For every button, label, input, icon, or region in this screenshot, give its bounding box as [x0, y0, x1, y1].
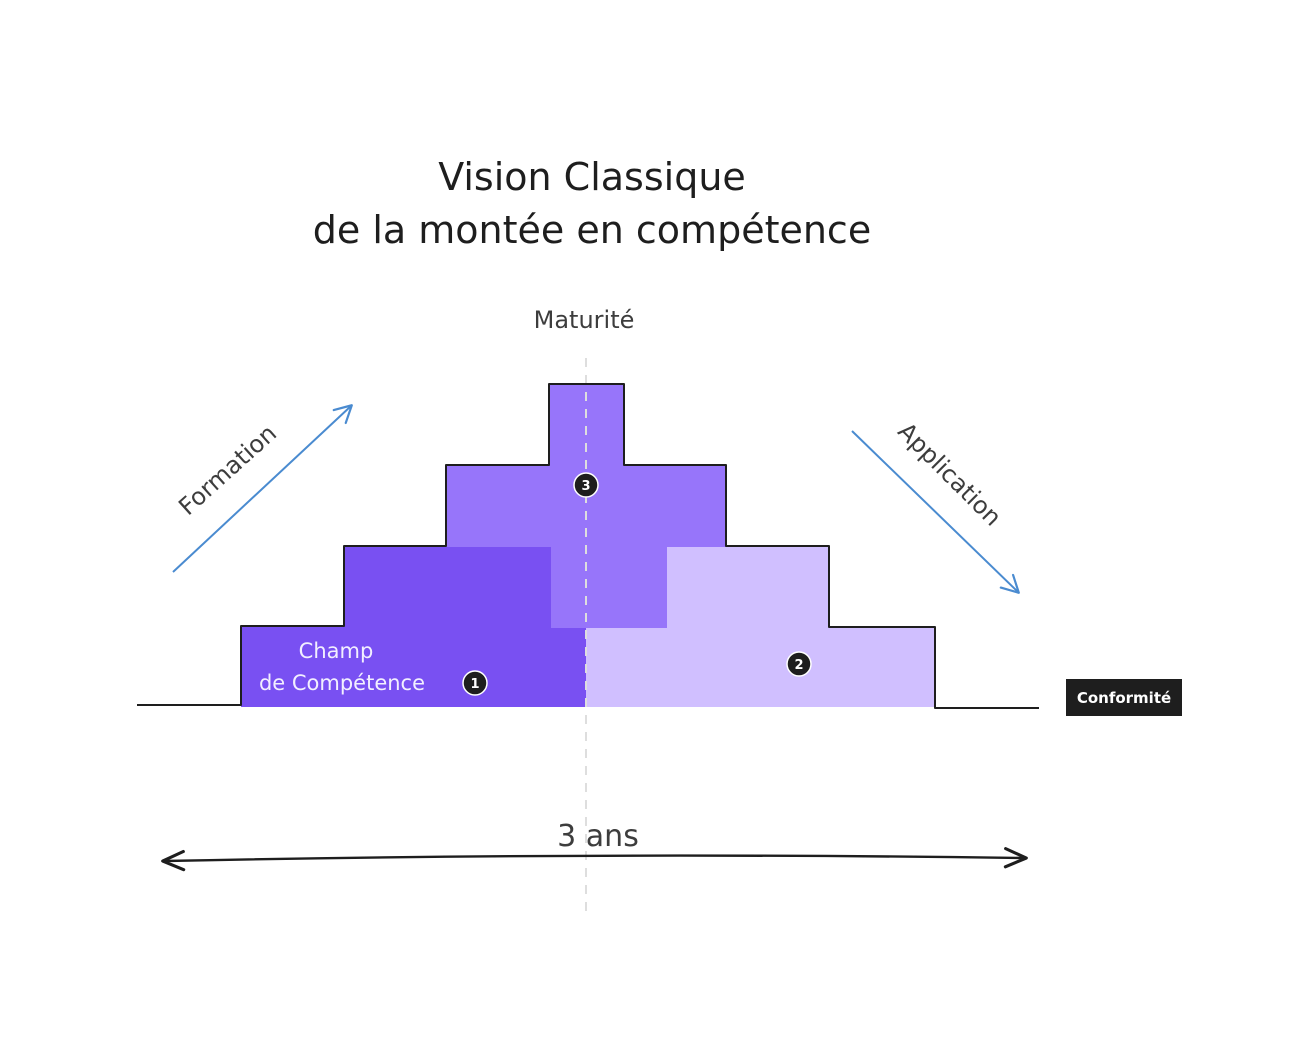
- badge-1-number: 1: [470, 677, 479, 692]
- application-label: Application: [892, 417, 1007, 532]
- badge-3-number: 3: [581, 479, 590, 494]
- badge-3: 3: [573, 472, 599, 498]
- duration-label: 3 ans: [557, 819, 639, 854]
- badge-2: 2: [786, 651, 812, 677]
- zone-1-label-line-1: Champ: [299, 639, 374, 663]
- title-line-1: Vision Classique: [438, 155, 746, 199]
- application-arrow: [851, 430, 1020, 594]
- formation-label: Formation: [173, 419, 282, 521]
- zone-1-label-line-2: de Compétence: [259, 671, 425, 695]
- badge-1: 1: [462, 670, 488, 696]
- title-line-2: de la montée en compétence: [313, 208, 871, 252]
- conformite-tag-label: Conformité: [1077, 689, 1171, 707]
- maturity-axis-label: Maturité: [534, 306, 635, 334]
- badge-2-number: 2: [794, 658, 803, 673]
- zone-1-competence: [241, 546, 586, 707]
- staircase-outline: [137, 383, 1039, 709]
- formation-arrow: [172, 404, 353, 573]
- conformite-tag: Conformité: [1066, 679, 1182, 716]
- zone-2: [586, 546, 935, 707]
- duration-arrow: [161, 847, 1028, 872]
